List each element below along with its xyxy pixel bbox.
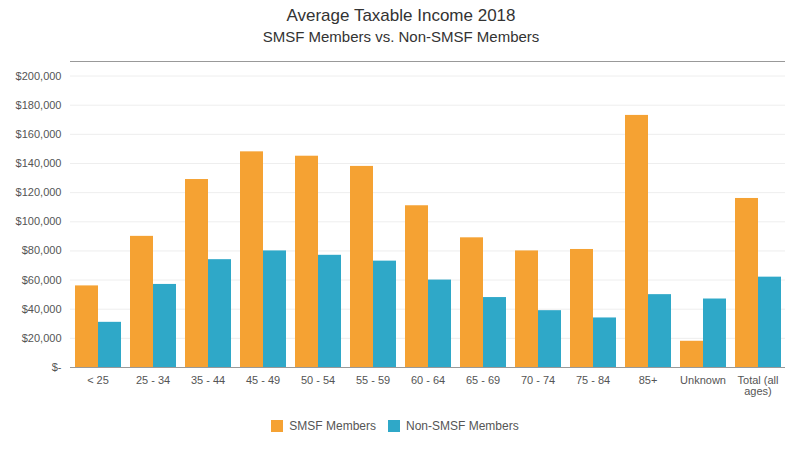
- svg-text:$160,000: $160,000: [16, 128, 62, 140]
- svg-text:85+: 85+: [639, 374, 658, 386]
- html-text:Non-SMSF Members: Non-SMSF Members: [406, 418, 519, 433]
- svg-text:25 - 34: 25 - 34: [136, 374, 170, 386]
- svg-text:$20,000: $20,000: [22, 332, 62, 344]
- svg-text:$120,000: $120,000: [16, 186, 62, 198]
- svg-text:35 - 44: 35 - 44: [191, 374, 225, 386]
- svg-text:< 25: < 25: [87, 374, 109, 386]
- svg-text:$60,000: $60,000: [22, 274, 62, 286]
- svg-text:70 - 74: 70 - 74: [521, 374, 555, 386]
- html-text:SMSF Members vs. Non-SMSF Memb: SMSF Members vs. Non-SMSF Members: [262, 28, 540, 45]
- svg-text:$200,000: $200,000: [16, 70, 62, 82]
- svg-text:$-: $-: [52, 361, 62, 373]
- svg-text:65 - 69: 65 - 69: [466, 374, 500, 386]
- svg-text:55 - 59: 55 - 59: [356, 374, 390, 386]
- html-text:SMSF Members: SMSF Members: [289, 418, 376, 433]
- svg-text:Total (allages): Total (allages): [738, 374, 779, 397]
- svg-text:$140,000: $140,000: [16, 157, 62, 169]
- svg-text:$80,000: $80,000: [22, 244, 62, 256]
- svg-text:45 - 49: 45 - 49: [246, 374, 280, 386]
- svg-text:Unknown: Unknown: [680, 374, 726, 386]
- svg-text:$100,000: $100,000: [16, 215, 62, 227]
- svg-text:60 - 64: 60 - 64: [411, 374, 445, 386]
- svg-text:$40,000: $40,000: [22, 303, 62, 315]
- svg-text:$180,000: $180,000: [16, 99, 62, 111]
- svg-text:50 - 54: 50 - 54: [301, 374, 335, 386]
- html-text:Average Taxable Income 2018: Average Taxable Income 2018: [286, 6, 516, 25]
- svg-text:75 - 84: 75 - 84: [576, 374, 610, 386]
